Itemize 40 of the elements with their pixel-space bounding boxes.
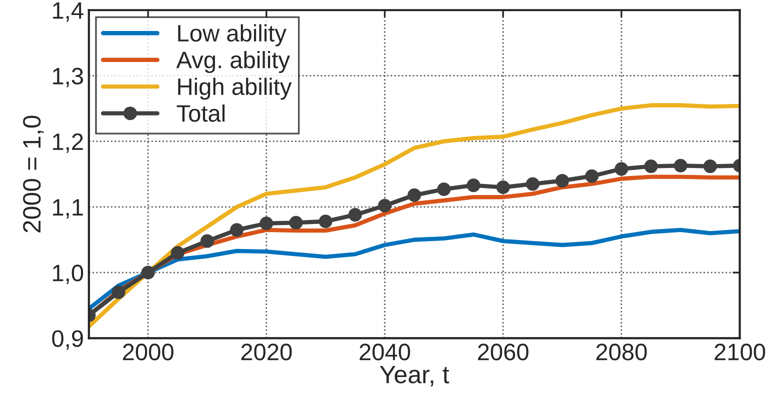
point	[289, 216, 303, 230]
legend-label: Total	[176, 104, 225, 122]
point	[141, 266, 155, 280]
y-tick-label: 1,3	[53, 68, 83, 88]
point	[437, 182, 451, 196]
x-axis-title: Year, t	[380, 366, 450, 386]
point	[112, 285, 126, 300]
point	[526, 177, 540, 191]
point	[348, 208, 362, 222]
y-tick-label: 1,1	[53, 199, 83, 219]
y-tick-label: 1,0	[53, 264, 84, 284]
point	[644, 160, 658, 174]
line-series	[88, 103, 740, 328]
point	[260, 216, 274, 230]
x-tick-label: 2000	[122, 344, 174, 360]
legend-label: Low ability	[178, 24, 286, 46]
point	[170, 246, 184, 260]
point	[378, 198, 392, 212]
legend-label: Avg. ability	[176, 51, 290, 74]
x-tick-label: 2080	[596, 344, 647, 360]
y-tick-label: 1,4	[53, 2, 84, 22]
y-tick-label: 0,9	[52, 330, 83, 350]
point	[555, 174, 570, 188]
y-tick-label: 1,2	[53, 133, 83, 153]
point	[318, 214, 332, 228]
point	[614, 162, 628, 176]
x-tick-label: 2060	[478, 344, 528, 360]
x-tick-label: 2100	[714, 344, 766, 360]
x-tick-label: 2040	[360, 344, 410, 360]
y-axis-title: 2000 = 1,0	[23, 116, 44, 232]
legend-label: High ability	[178, 78, 292, 100]
x-tick-label: 2020	[241, 344, 292, 360]
point	[230, 223, 244, 237]
point	[466, 178, 480, 192]
point	[585, 169, 599, 183]
point	[200, 234, 214, 248]
point	[408, 188, 422, 202]
point	[496, 180, 510, 194]
point	[674, 158, 688, 172]
point	[703, 160, 717, 174]
